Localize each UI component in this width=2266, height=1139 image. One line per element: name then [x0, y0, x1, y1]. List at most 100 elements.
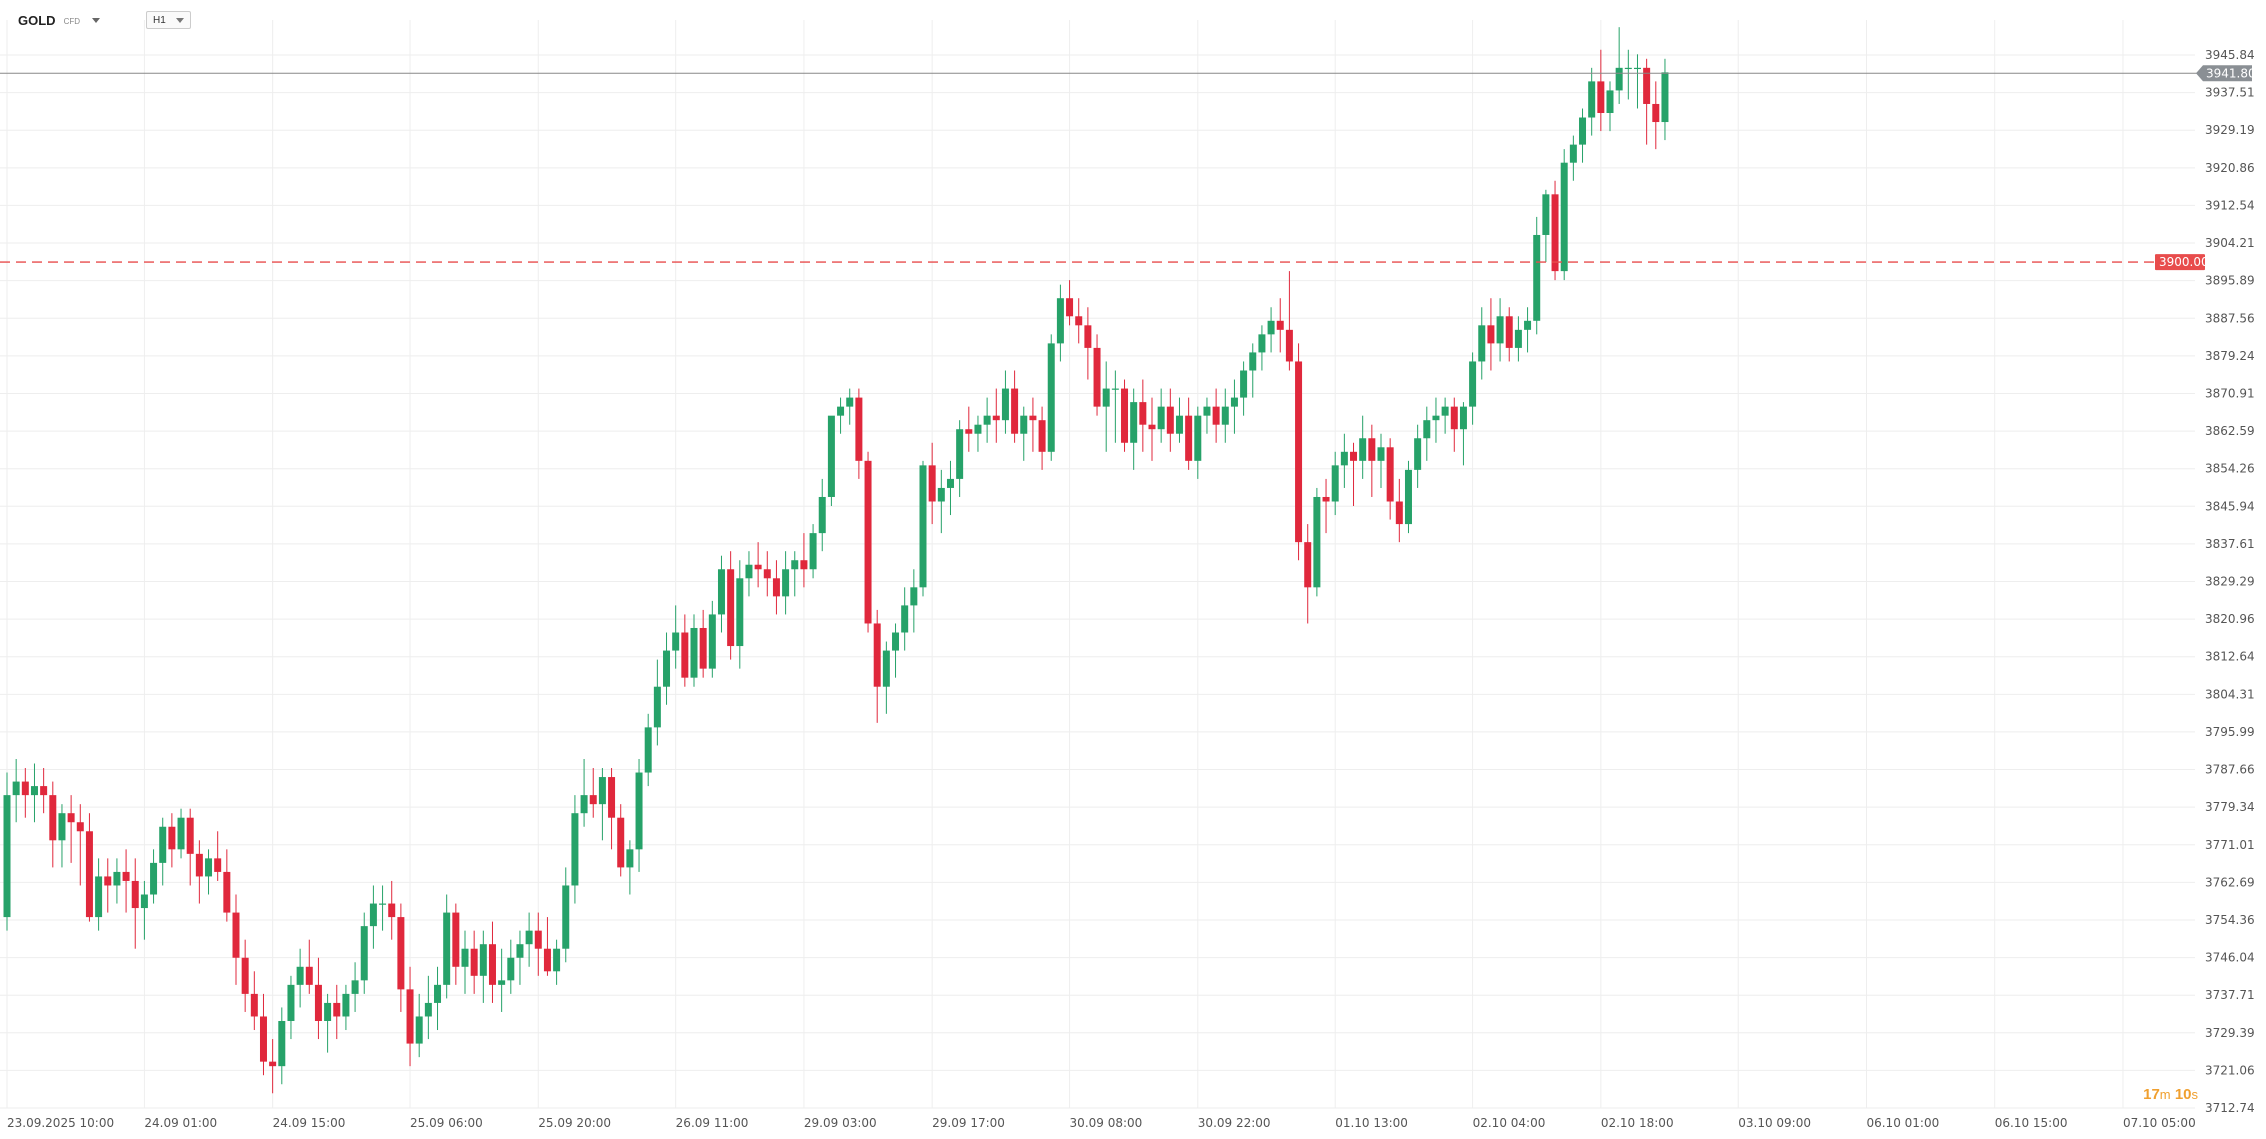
x-tick-label: 29.09 03:00 [804, 1116, 877, 1130]
candle [104, 858, 112, 913]
candle-body [314, 984, 322, 1021]
x-tick-label: 25.09 20:00 [538, 1116, 611, 1130]
candle-body [1533, 234, 1541, 321]
candle-body [507, 957, 515, 981]
candle-body [946, 478, 954, 488]
candle [1240, 361, 1248, 416]
x-tick-label: 23.09.2025 10:00 [7, 1116, 114, 1130]
x-tick-label: 30.09 08:00 [1070, 1116, 1143, 1130]
candle-body [534, 930, 542, 949]
candle [1267, 307, 1275, 353]
candle [1230, 379, 1238, 434]
candle [1597, 49, 1605, 132]
candle-body [608, 777, 616, 818]
price-level-tag[interactable] [2155, 254, 2205, 271]
candle [525, 912, 533, 967]
candle [589, 768, 597, 818]
candle [1340, 433, 1348, 488]
candle [855, 388, 863, 479]
candle [324, 993, 332, 1053]
candle-body [150, 862, 158, 895]
candle-body [269, 1061, 277, 1067]
candle-body [1588, 81, 1596, 118]
candle [49, 781, 57, 868]
x-tick-label: 02.10 18:00 [1601, 1116, 1674, 1130]
candle [21, 768, 29, 818]
candle [342, 984, 350, 1031]
candle [1441, 397, 1449, 434]
candle-body [928, 465, 936, 502]
candle [708, 600, 716, 678]
candle [507, 939, 515, 994]
candle-body [122, 871, 130, 881]
candle-body [717, 569, 725, 615]
x-tick-label: 30.09 22:00 [1198, 1116, 1271, 1130]
candle-body [278, 1020, 286, 1067]
current-price-label: 3941.80 [2206, 66, 2256, 80]
candle [424, 975, 432, 1040]
countdown-minutes: 17 [2143, 1086, 2160, 1103]
y-tick-label: 3870.91 [2205, 386, 2255, 400]
candle [1368, 424, 1376, 497]
candle-body [1130, 402, 1138, 443]
candle-countdown: 17m 10s [2143, 1086, 2198, 1103]
candle [937, 469, 945, 534]
candle-body [296, 966, 304, 985]
y-tick-label: 3829.29 [2205, 575, 2255, 589]
candle-body [1395, 501, 1403, 525]
candle-body [1423, 420, 1431, 439]
candle-body [397, 917, 405, 990]
candle [919, 460, 927, 597]
candle [1404, 460, 1412, 534]
y-tick-label: 3854.26 [2205, 462, 2255, 476]
y-tick-label: 3920.86 [2205, 161, 2255, 175]
candle-body [1542, 194, 1550, 235]
candle [800, 533, 808, 588]
symbol-dropdown-icon[interactable] [92, 17, 101, 23]
candle [1624, 49, 1632, 100]
candle [910, 569, 918, 633]
candle-body [525, 930, 533, 945]
x-tick-label: 24.09 01:00 [144, 1116, 217, 1130]
candle-body [635, 772, 643, 850]
candle-body [1359, 438, 1367, 461]
price-overlays: 3900.00 3941.80 [0, 65, 2256, 271]
y-tick-label: 3845.94 [2205, 499, 2255, 513]
candle-body [516, 944, 524, 958]
candle [397, 903, 405, 1012]
candle-body [1496, 316, 1504, 344]
candle [452, 903, 460, 985]
candle-body [727, 569, 735, 647]
candle-body [250, 993, 258, 1017]
candle [1001, 370, 1009, 434]
y-tick-label: 3904.21 [2205, 236, 2255, 250]
candle [1459, 402, 1467, 466]
candle [1111, 370, 1119, 443]
candle [946, 460, 954, 516]
candle [846, 388, 854, 425]
candle [1038, 406, 1046, 470]
candle-body [892, 632, 900, 651]
candle-body [690, 627, 698, 678]
candle [1066, 280, 1074, 326]
candle-body [1075, 316, 1083, 326]
candle [1121, 379, 1129, 452]
countdown-minutes-unit: m [2159, 1087, 2171, 1102]
candle-body [49, 795, 57, 841]
candle [1075, 298, 1083, 344]
timeframe-label: H1 [153, 14, 166, 26]
candle [1029, 397, 1037, 452]
candle [12, 758, 20, 823]
candle-body [1230, 397, 1238, 407]
candle-body [827, 415, 835, 497]
candle [1606, 81, 1614, 132]
candle-body [1276, 320, 1284, 330]
x-tick-label: 29.09 17:00 [932, 1116, 1005, 1130]
candle [1276, 298, 1284, 353]
timeframe-select[interactable]: H1 [146, 11, 191, 29]
candle [864, 451, 872, 633]
candle-body [21, 781, 29, 796]
candle [956, 420, 964, 497]
symbol-name[interactable]: GOLD [18, 12, 56, 28]
